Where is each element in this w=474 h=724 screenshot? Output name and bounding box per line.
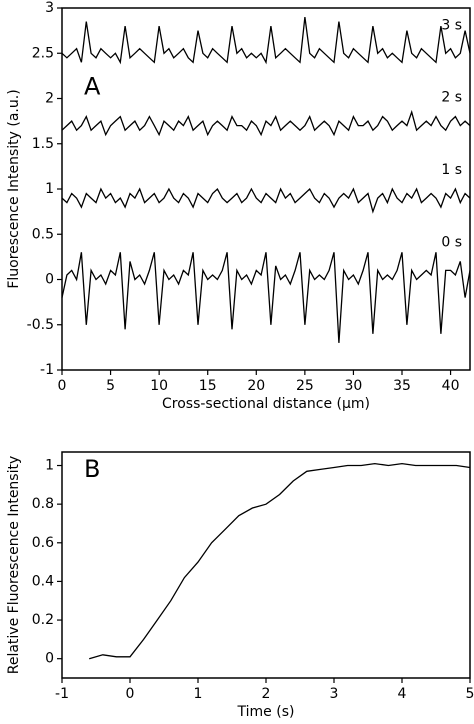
data-line: [61, 252, 471, 343]
series-label: 2 s: [441, 90, 462, 106]
y-axis-label: Relative Fluorescence Intensity: [6, 456, 22, 675]
panel-label: A: [84, 73, 101, 101]
y-axis-label: Fluorescence Intensity (a.u.): [6, 89, 22, 288]
x-tick-label: 1: [194, 686, 203, 702]
y-tick-label: 0.5: [32, 226, 54, 242]
data-line: [61, 109, 471, 137]
plot-frame: [61, 451, 471, 679]
y-tick-label: 0: [45, 651, 54, 667]
series-label: 1 s: [441, 162, 462, 178]
y-tick-label: 1: [45, 181, 54, 197]
x-tick-label: 25: [296, 378, 314, 394]
panel-label: B: [84, 455, 100, 483]
x-tick-label: 4: [398, 686, 407, 702]
x-tick-label: 0: [126, 686, 135, 702]
y-tick-label: 2: [45, 91, 54, 107]
data-line: [61, 187, 471, 214]
x-tick-label: 2: [262, 686, 271, 702]
x-tick-label: 5: [466, 686, 474, 702]
y-tick-label: 0: [45, 272, 54, 288]
y-tick-label: -1: [40, 362, 54, 378]
y-tick-label: -0.5: [27, 317, 54, 333]
x-tick-label: 20: [247, 378, 265, 394]
x-axis-label: Cross-sectional distance (µm): [162, 396, 370, 412]
series-label: 3 s: [441, 17, 462, 33]
x-tick-label: 10: [150, 378, 168, 394]
x-tick-label: 35: [393, 378, 411, 394]
y-tick-label: 0.2: [32, 612, 54, 628]
y-tick-label: 0.6: [32, 535, 54, 551]
y-tick-label: 1.5: [32, 136, 54, 152]
x-tick-label: 40: [442, 378, 460, 394]
y-tick-label: 1: [45, 458, 54, 474]
x-tick-label: 30: [345, 378, 363, 394]
x-tick-label: -1: [55, 686, 69, 702]
x-tick-label: 5: [106, 378, 115, 394]
x-tick-label: 3: [330, 686, 339, 702]
data-line: [61, 17, 471, 65]
x-tick-label: 0: [58, 378, 67, 394]
x-axis-label: Time (s): [237, 704, 295, 720]
y-tick-label: 3: [45, 0, 54, 16]
y-tick-label: 0.8: [32, 496, 54, 512]
x-tick-label: 15: [199, 378, 217, 394]
series-label: 0 s: [441, 234, 462, 250]
y-tick-label: 0.4: [32, 573, 54, 589]
y-tick-label: 2.5: [32, 45, 54, 61]
data-line: [89, 462, 471, 660]
